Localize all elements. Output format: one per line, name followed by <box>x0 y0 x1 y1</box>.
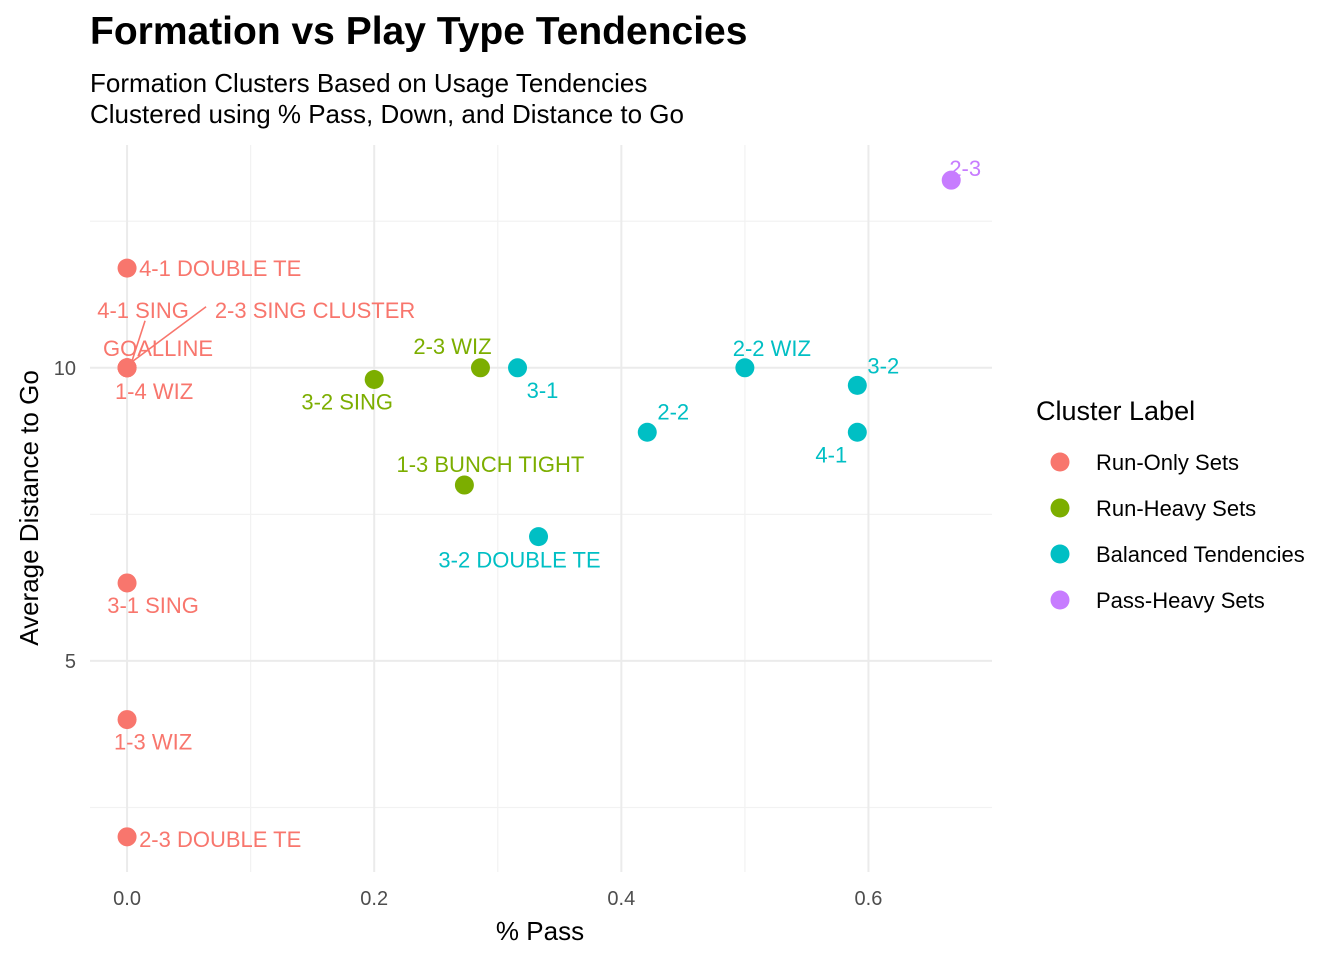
label-goalline: GOALLINE <box>103 336 213 361</box>
point-2-3 <box>941 170 961 190</box>
point-3-1-sing <box>117 573 137 593</box>
point-2-3-double-te <box>117 827 137 847</box>
grid-lines <box>90 145 992 872</box>
legend-label-balanced-tendencies: Balanced Tendencies <box>1096 542 1305 567</box>
x-axis-title: % Pass <box>496 916 584 946</box>
x-tick-label: 0.4 <box>607 888 635 910</box>
legend-label-run-heavy-sets: Run-Heavy Sets <box>1096 496 1256 521</box>
point-3-1 <box>508 358 528 378</box>
label-3-2-double-te: 3-2 DOUBLE TE <box>438 548 600 573</box>
x-tick-label: 0.6 <box>855 888 883 910</box>
point-2-3-wiz <box>470 358 490 378</box>
label-1-4-wiz: 1-4 WIZ <box>115 379 193 404</box>
legend-key-run-only-sets <box>1050 452 1070 472</box>
point-1-3-bunch-tight <box>454 475 474 495</box>
y-axis-ticks: 5 10 <box>54 358 76 673</box>
label-3-2: 3-2 <box>867 353 899 378</box>
point-3-2-double-te <box>529 527 549 547</box>
legend: Cluster Label Run-Only Sets Run-Heavy Set… <box>1036 396 1305 613</box>
legend-label-run-only-sets: Run-Only Sets <box>1096 450 1239 475</box>
y-axis-title: Average Distance to Go <box>14 370 44 646</box>
legend-title: Cluster Label <box>1036 396 1195 426</box>
point-2-2 <box>637 422 657 442</box>
label-1-3-bunch-tight: 1-3 BUNCH TIGHT <box>396 452 584 477</box>
y-tick-label: 10 <box>54 358 76 380</box>
label-2-2-wiz: 2-2 WIZ <box>733 336 811 361</box>
point-3-2 <box>847 375 867 395</box>
label-2-3-sing-cluster: 2-3 SING CLUSTER <box>215 298 416 323</box>
chart-subtitle-line-1: Formation Clusters Based on Usage Tenden… <box>90 68 648 98</box>
chart-subtitle-line-2: Clustered using % Pass, Down, and Distan… <box>90 99 684 129</box>
label-2-2: 2-2 <box>657 399 689 424</box>
data-points <box>117 170 961 847</box>
point-4-1-double-te <box>117 258 137 278</box>
label-2-3: 2-3 <box>949 156 981 181</box>
point-4-1 <box>847 422 867 442</box>
label-4-1-sing: 4-1 SING <box>97 298 189 323</box>
point-labels: 4-1 DOUBLE TE 4-1 SING 2-3 SING CLUSTERGOA… <box>97 156 981 852</box>
label-leader-lines <box>131 306 207 363</box>
point-2-2-wiz <box>735 358 755 378</box>
label-1-3-wiz: 1-3 WIZ <box>114 730 192 755</box>
point-3-2-sing <box>364 370 384 390</box>
x-axis-ticks: 0.0 0.2 0.4 0.6 <box>113 888 882 910</box>
x-tick-label: 0.2 <box>360 888 388 910</box>
legend-key-balanced-tendencies <box>1050 544 1070 564</box>
y-tick-label: 5 <box>65 651 76 673</box>
point-1-4-wiz <box>117 358 137 378</box>
label-3-1: 3-1 <box>527 378 559 403</box>
label-2-3-wiz: 2-3 WIZ <box>413 334 491 359</box>
legend-label-pass-heavy-sets: Pass-Heavy Sets <box>1096 588 1265 613</box>
label-4-1: 4-1 <box>815 442 847 467</box>
label-2-3-double-te: 2-3 DOUBLE TE <box>139 827 301 852</box>
legend-key-pass-heavy-sets <box>1050 590 1070 610</box>
label-4-1-double-te: 4-1 DOUBLE TE <box>139 256 301 281</box>
legend-key-run-heavy-sets <box>1050 498 1070 518</box>
x-tick-label: 0.0 <box>113 888 141 910</box>
label-3-2-sing: 3-2 SING <box>301 390 393 415</box>
leader-4-1-sing <box>131 320 146 362</box>
point-1-3-wiz <box>117 710 137 730</box>
label-3-1-sing: 3-1 SING <box>107 593 199 618</box>
leader-2-3-sing-cluster <box>131 306 207 363</box>
chart-title: Formation vs Play Type Tendencies <box>90 10 748 53</box>
